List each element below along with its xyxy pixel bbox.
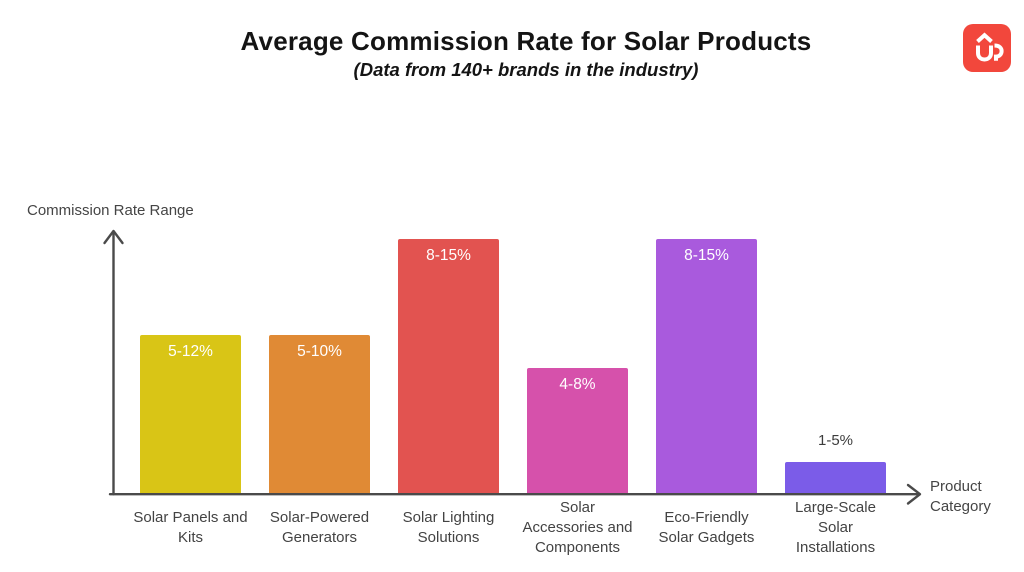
bar-solar-panels-and-kits: 5-12% (140, 335, 241, 493)
category-label-eco-friendly-solar-gadgets: Eco-Friendly Solar Gadgets (658, 509, 755, 546)
uppromote-logo (963, 24, 1011, 72)
bar-value-label-solar-accessories-and-components: 4-8% (559, 376, 596, 393)
bar-value-label-eco-friendly-solar-gadgets: 8-15% (684, 247, 729, 264)
bar-solar-accessories-and-components: 4-8% (527, 368, 628, 493)
bar-value-label-solar-lighting-solutions: 8-15% (426, 247, 471, 264)
chart-title: Average Commission Rate for Solar Produc… (240, 26, 812, 56)
category-label-solar-powered-generators: Solar-Powered Generators (269, 509, 370, 546)
uppromote-logo-icon (963, 24, 1011, 72)
bar-value-label-solar-panels-and-kits: 5-12% (168, 343, 213, 360)
category-label-solar-panels-and-kits: Solar Panels and Kits (133, 509, 248, 546)
bar-eco-friendly-solar-gadgets: 8-15% (656, 239, 757, 493)
bar-large-scale-solar-installations (785, 462, 886, 493)
bar-value-label-large-scale-solar-installations: 1-5% (817, 432, 854, 449)
category-label-large-scale-solar-installations: Large-Scale Solar Installations (795, 499, 876, 556)
x-axis-label: Product Category (930, 478, 991, 515)
bar-solar-powered-generators: 5-10% (269, 335, 370, 493)
category-label-solar-lighting-solutions: Solar Lighting Solutions (402, 509, 495, 546)
header: Average Commission Rate for Solar Produc… (0, 26, 1024, 81)
bar-solar-lighting-solutions: 8-15% (398, 239, 499, 493)
y-axis-label: Commission Rate Range (27, 202, 194, 219)
chart-subtitle: (Data from 140+ brands in the industry) (353, 59, 699, 80)
y-axis-arrowhead (103, 229, 124, 245)
category-label-solar-accessories-and-components: Solar Accessories and Components (522, 499, 633, 556)
bar-value-label-solar-powered-generators: 5-10% (297, 343, 342, 360)
